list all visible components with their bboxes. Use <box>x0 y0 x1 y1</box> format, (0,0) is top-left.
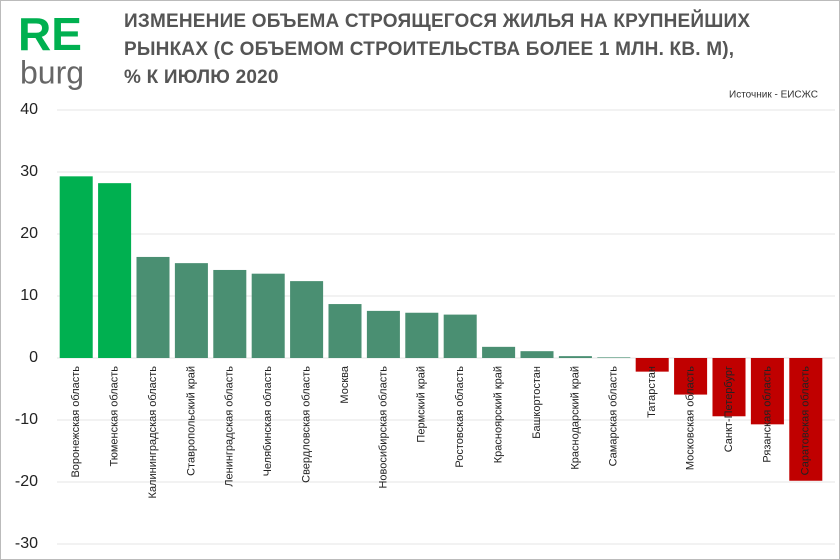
bar <box>251 273 285 358</box>
x-tick-label: Новосибирская область <box>377 366 389 489</box>
x-tick-label: Рязанская область <box>761 366 773 463</box>
x-tick-label: Пермский край <box>416 366 428 443</box>
logo-bottom: burg <box>20 54 84 90</box>
x-tick-label: Воронежская область <box>70 366 82 478</box>
bar <box>635 358 669 372</box>
logo-top: RE <box>18 8 82 60</box>
bar <box>366 310 400 358</box>
chart-title: РЫНКАХ (С ОБЪЕМОМ СТРОИТЕЛЬСТВА БОЛЕЕ 1 … <box>124 39 734 60</box>
y-tick-label: -20 <box>15 473 38 490</box>
x-tick-label: Санкт-Петербург <box>723 366 735 452</box>
y-tick-label: 40 <box>20 101 38 118</box>
y-tick-label: 30 <box>20 163 38 180</box>
x-tick-label: Челябинская область <box>262 366 274 477</box>
x-tick-label: Калининградская область <box>147 366 159 499</box>
y-tick-label: -10 <box>15 411 38 428</box>
source: Источник - ЕИСЖС <box>729 90 818 101</box>
x-tick-label: Ленинградская область <box>224 366 236 487</box>
bar <box>482 346 516 358</box>
bar <box>674 358 708 395</box>
x-tick-label: Самарская область <box>608 366 620 467</box>
bar <box>558 356 592 358</box>
chart-title: ИЗМЕНЕНИЕ ОБЪЕМА СТРОЯЩЕГОСЯ ЖИЛЬЯ НА КР… <box>124 10 750 32</box>
x-tick-label: Краснодарский край <box>569 366 581 470</box>
bar <box>750 358 784 425</box>
x-tick-label: Свердловская область <box>301 366 313 483</box>
bar <box>597 357 631 358</box>
y-tick-label: -30 <box>15 535 38 552</box>
x-tick-label: Москва <box>339 365 351 403</box>
bar <box>213 269 247 358</box>
chart-title: % К ИЮЛЮ 2020 <box>124 67 279 88</box>
x-tick-label: Московская область <box>685 366 697 470</box>
bar <box>405 312 439 358</box>
x-tick-label: Тюменская область <box>109 366 121 467</box>
x-tick-label: Татарстан <box>646 366 658 418</box>
x-tick-label: Ставропольский край <box>185 366 197 476</box>
bar <box>328 304 362 358</box>
x-tick-label: Саратовская область <box>800 366 812 476</box>
bar <box>136 256 170 358</box>
bar <box>789 358 823 481</box>
bar <box>98 183 132 358</box>
bar <box>443 314 477 358</box>
y-tick-label: 10 <box>20 287 38 304</box>
x-tick-label: Ростовская область <box>454 366 466 468</box>
bar <box>520 351 554 358</box>
y-tick-label: 0 <box>29 349 38 366</box>
y-tick-label: 20 <box>20 225 38 242</box>
bar <box>290 281 324 358</box>
bar <box>712 358 746 417</box>
bar <box>59 176 93 358</box>
x-tick-label: Красноярский край <box>493 366 505 463</box>
bar <box>174 263 208 358</box>
x-tick-label: Башкортостан <box>531 366 543 439</box>
